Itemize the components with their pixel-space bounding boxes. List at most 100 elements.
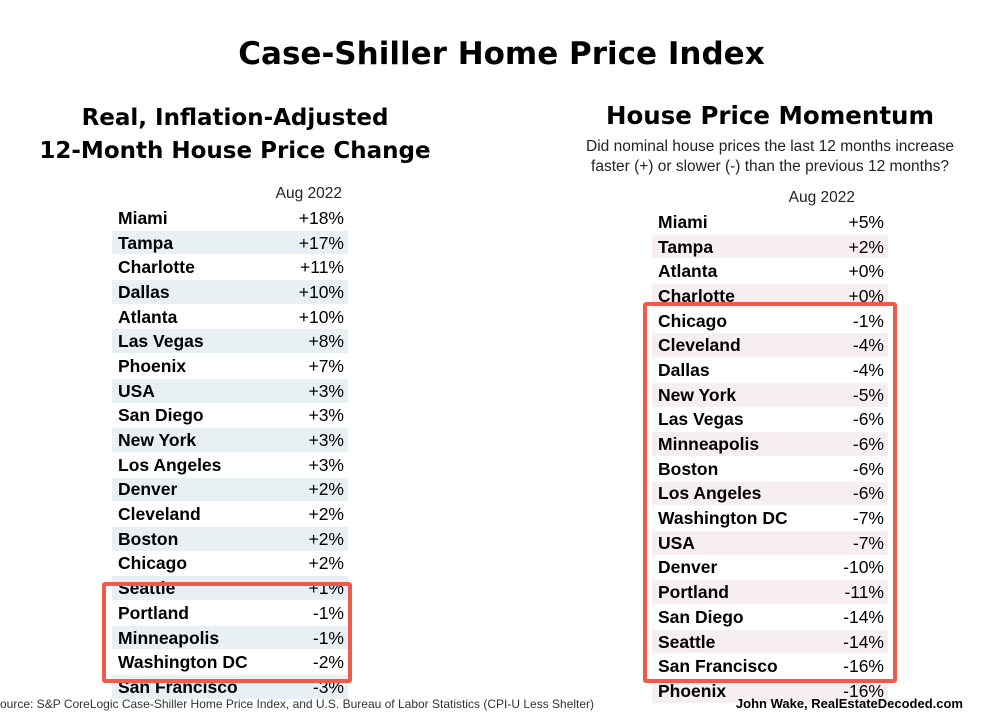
table-row: Miami +5% — [652, 210, 888, 235]
city-label: Dallas — [652, 357, 810, 383]
table-row: Las Vegas +8% — [112, 328, 348, 355]
right-column-header: Aug 2022 — [788, 189, 855, 206]
left-negative-highlight-box — [102, 582, 352, 683]
value-label: +8% — [274, 328, 348, 355]
table-row: Minneapolis -1% — [112, 625, 348, 651]
value-label: -14% — [810, 604, 888, 630]
table-row: Las Vegas -6% — [652, 407, 888, 433]
value-label: +2% — [274, 526, 348, 552]
table-row: San Francisco -3% — [112, 674, 348, 700]
left-price-change-table: Miami +18% Tampa +17% Charlotte +11% Dallas +10… — [112, 206, 348, 700]
value-label: -6% — [810, 431, 888, 457]
city-label: Phoenix — [112, 353, 274, 379]
value-label: +10% — [274, 304, 348, 330]
city-label: San Francisco — [652, 653, 810, 680]
value-label: +17% — [274, 230, 348, 256]
right-panel-title: House Price Momentum — [605, 101, 935, 130]
city-label: Portland — [112, 600, 274, 626]
city-label: Charlotte — [112, 254, 274, 281]
table-row: Chicago +2% — [112, 551, 348, 577]
city-label: USA — [652, 530, 810, 556]
value-label: +2% — [274, 551, 348, 577]
value-label: -7% — [810, 530, 888, 556]
right-negative-highlight-box — [643, 302, 897, 683]
value-label: -6% — [810, 456, 888, 482]
city-label: Los Angeles — [112, 452, 274, 478]
value-label: -11% — [810, 579, 888, 605]
value-label: +5% — [810, 210, 888, 235]
table-row: Minneapolis -6% — [652, 431, 888, 457]
value-label: -4% — [810, 357, 888, 383]
city-label: Minneapolis — [652, 431, 810, 457]
table-row: Atlanta +10% — [112, 304, 348, 330]
table-row: Cleveland -4% — [652, 332, 888, 359]
right-subtitle-line-1: Did nominal house prices the last 12 mon… — [586, 138, 954, 155]
city-label: San Diego — [652, 604, 810, 630]
city-label: Boston — [112, 526, 274, 552]
value-label: -1% — [810, 308, 888, 334]
value-label: -1% — [274, 625, 348, 651]
right-momentum-table: Miami +5% Tampa +2% Atlanta +0% Charlotte +0% Ch… — [652, 210, 888, 704]
city-label: Tampa — [652, 234, 810, 260]
value-label: +2% — [274, 477, 348, 503]
city-label: Seattle — [652, 629, 810, 655]
table-row: New York +3% — [112, 427, 348, 453]
city-label: Washington DC — [112, 649, 274, 676]
value-label: +18% — [274, 206, 348, 231]
city-label: Atlanta — [652, 258, 810, 285]
author-credit: John Wake, RealEstateDecoded.com — [735, 696, 963, 711]
city-label: Chicago — [112, 551, 274, 577]
table-row: Washington DC -2% — [112, 649, 348, 676]
left-panel-title: Real, Inflation-Adjusted 12-Month House … — [0, 102, 470, 168]
city-label: San Diego — [112, 403, 274, 429]
value-label: -7% — [810, 505, 888, 531]
value-label: +2% — [810, 234, 888, 260]
table-row: Portland -11% — [652, 579, 888, 605]
value-label: +7% — [274, 353, 348, 379]
city-label: Boston — [652, 456, 810, 482]
right-subtitle-line-2: faster (+) or slower (-) than the previo… — [591, 158, 949, 175]
value-label: -10% — [810, 555, 888, 581]
table-row: Dallas -4% — [652, 357, 888, 383]
city-label: Chicago — [652, 308, 810, 334]
right-panel-subtitle: Did nominal house prices the last 12 mon… — [545, 137, 995, 177]
table-row: Denver +2% — [112, 477, 348, 503]
source-note: ource: S&P CoreLogic Case-Shiller Home P… — [0, 697, 595, 711]
table-row: New York -5% — [652, 382, 888, 408]
table-row: Portland -1% — [112, 600, 348, 626]
value-label: +0% — [810, 258, 888, 285]
main-title: Case-Shiller Home Price Index — [238, 36, 765, 72]
left-column-header: Aug 2022 — [275, 185, 342, 202]
table-row: Tampa +17% — [112, 230, 348, 256]
value-label: +3% — [274, 403, 348, 429]
value-label: +3% — [274, 427, 348, 453]
value-label: -16% — [810, 653, 888, 680]
value-label: +2% — [274, 501, 348, 527]
table-row: San Francisco -16% — [652, 653, 888, 680]
table-row: Los Angeles +3% — [112, 452, 348, 478]
city-label: Las Vegas — [112, 328, 274, 355]
value-label: -5% — [810, 382, 888, 408]
left-title-line-1: Real, Inflation-Adjusted — [81, 105, 389, 131]
table-row: Cleveland +2% — [112, 501, 348, 527]
value-label: -14% — [810, 629, 888, 655]
city-label: Cleveland — [112, 501, 274, 527]
value-label: -6% — [810, 407, 888, 433]
city-label: Denver — [652, 555, 810, 581]
city-label: Tampa — [112, 230, 274, 256]
table-row: San Diego -14% — [652, 604, 888, 630]
table-row: Los Angeles -6% — [652, 481, 888, 507]
city-label: San Francisco — [112, 674, 274, 700]
city-label: Denver — [112, 477, 274, 503]
value-label: +3% — [274, 452, 348, 478]
table-row: Washington DC -7% — [652, 505, 888, 531]
city-label: Atlanta — [112, 304, 274, 330]
city-label: Dallas — [112, 279, 274, 305]
table-row: Tampa +2% — [652, 234, 888, 260]
table-row: San Diego +3% — [112, 403, 348, 429]
value-label: +11% — [274, 254, 348, 281]
city-label: Las Vegas — [652, 407, 810, 433]
city-label: USA — [112, 378, 274, 404]
table-row: Charlotte +11% — [112, 254, 348, 281]
city-label: Los Angeles — [652, 481, 810, 507]
